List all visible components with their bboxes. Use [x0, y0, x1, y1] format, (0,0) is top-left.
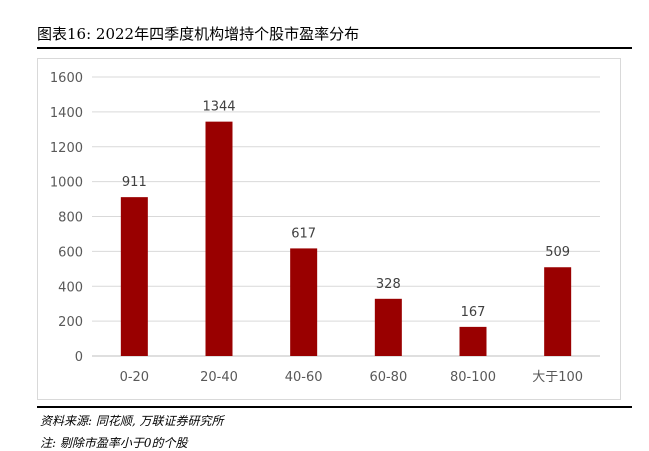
bar [120, 197, 148, 356]
x-tick-label: 80-100 [450, 370, 496, 385]
bar [544, 267, 572, 356]
y-tick-label: 1000 [50, 176, 83, 191]
data-label: 617 [291, 226, 316, 241]
x-tick-label: 60-80 [369, 370, 407, 385]
data-label: 911 [122, 175, 147, 190]
x-tick-label: 0-20 [120, 370, 150, 385]
y-tick-label: 0 [75, 350, 83, 365]
data-label: 1344 [202, 100, 235, 115]
y-tick-label: 1200 [50, 141, 83, 156]
y-tick-label: 1600 [50, 71, 83, 86]
figure-title: 图表16: 2022年四季度机构增持个股市盈率分布 [37, 25, 360, 43]
x-tick-label: 40-60 [285, 370, 323, 385]
y-tick-label: 600 [58, 245, 83, 260]
footer-rule [37, 406, 632, 408]
x-tick-label: 20-40 [200, 370, 238, 385]
y-tick-label: 1400 [50, 106, 83, 121]
bar [205, 121, 233, 356]
y-tick-label: 800 [58, 211, 83, 226]
data-label: 509 [545, 245, 570, 260]
bar [459, 326, 487, 356]
y-tick-label: 200 [58, 315, 83, 330]
chart-area [37, 58, 621, 400]
bar [290, 248, 318, 356]
source-note: 资料来源: 同花顺, 万联证券研究所 [40, 414, 224, 428]
y-tick-label: 400 [58, 280, 83, 295]
data-label: 328 [376, 277, 401, 292]
x-tick-label: 大于100 [532, 370, 583, 385]
data-label: 167 [461, 305, 486, 320]
bar [374, 298, 402, 356]
title-rule [37, 47, 632, 49]
footnote: 注: 剔除市盈率小于0的个股 [40, 436, 188, 450]
